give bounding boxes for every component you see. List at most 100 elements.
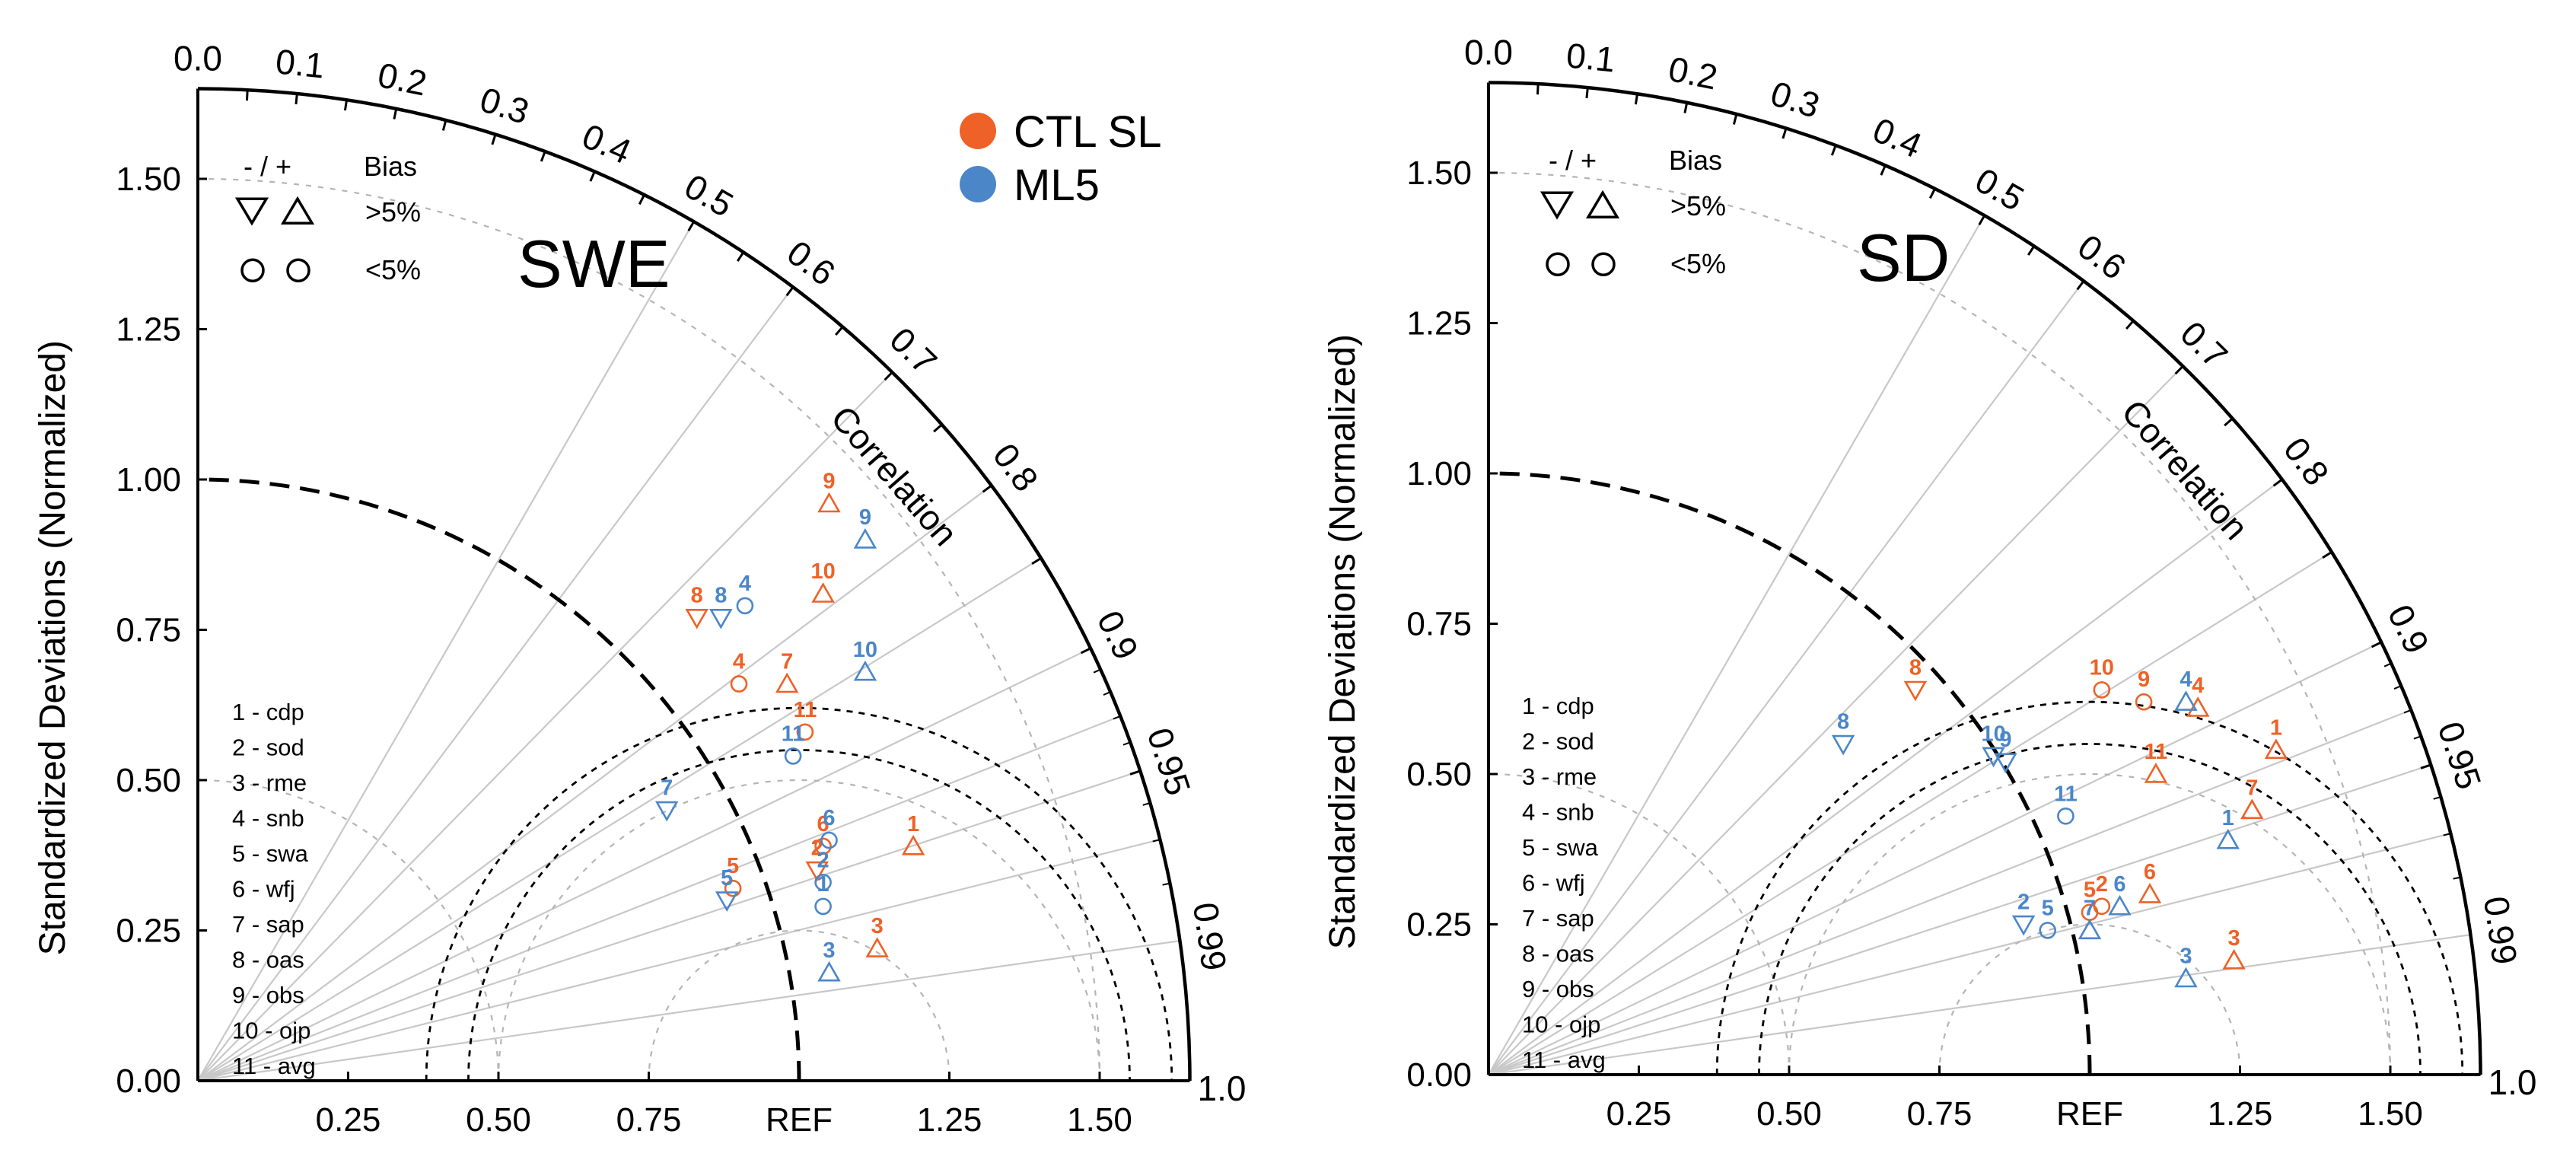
correlation-grid-ray [1488,479,2283,1075]
data-point-label: 9 [1999,728,2011,752]
correlation-tick [1978,215,1986,226]
data-point-triangle-down [2011,915,2036,936]
data-point-circle [2057,808,2074,825]
correlation-grid-ray [197,839,1161,1082]
data-point-label: 3 [871,914,884,938]
data-point-triangle-down [805,861,829,882]
correlation-tick [835,326,844,336]
series-legend-marker [960,166,996,202]
y-tick-label: 0.50 [1406,756,1472,793]
y-tick-label: 1.00 [1406,455,1472,492]
data-point-label: 10 [810,559,835,584]
data-point-label: 7 [781,650,793,674]
correlation-tick [1080,647,1091,655]
correlation-minor-tick [2413,735,2422,740]
data-point-triangle-up [853,660,877,681]
correlation-tick-label: 0.2 [1665,49,1721,97]
correlation-grid-ray [197,286,794,1082]
correlation-tick [1732,113,1738,125]
station-legend-item: 10 - ojp [232,1018,310,1044]
data-point-label: 1 [2222,806,2234,830]
y-tick-label: 1.00 [116,461,181,499]
data-point-triangle-down [1982,747,2005,768]
data-point-label: 3 [823,938,835,963]
correlation-minor-tick [2403,709,2412,714]
x-tick-label: REF [766,1101,833,1139]
y-tick-label: 1.50 [116,161,181,198]
data-point-label: 7 [2084,896,2096,920]
rmsd-grid-arc [648,929,950,1082]
correlation-tick [393,108,398,119]
data-point-label: 10 [2090,655,2114,680]
rmsd-arc [425,706,1173,1082]
x-tick-label: 0.50 [1756,1095,1822,1133]
correlation-tick [785,286,794,297]
correlation-tick [2174,365,2184,375]
taylor-panel-sd: 0.0 0.1 0.20.30.40.50.60.70.80.90.950.991.… [1323,33,2536,1133]
data-point-label: 5 [727,854,739,878]
circle-icon [240,258,265,282]
correlation-tick-label: 0.5 [1969,160,2030,218]
y-tick-label: 1.25 [1406,305,1472,342]
y-tick-label: 0.75 [116,612,181,649]
data-point-label: 6 [2144,860,2156,884]
data-point-label: 2 [2096,872,2108,897]
data-point-circle [724,879,742,897]
station-legend-item: 9 - obs [1522,976,1594,1002]
data-point-triangle-up [2174,690,2198,711]
correlation-tick-label: 0.99 [2476,894,2525,967]
data-point-label: 6 [817,812,829,836]
correlation-tick [343,100,349,111]
correlation-tick-label: 0.99 [1186,900,1234,973]
correlation-tick [441,119,447,131]
correlation-grid-ray [1488,833,2451,1076]
correlation-tick [2322,551,2332,559]
data-point-label: 8 [691,584,703,608]
data-point-label: 10 [1981,722,2005,746]
correlation-grid-ray [1488,280,2084,1075]
circle-icon [286,258,310,282]
correlation-grid-ray [1488,709,2412,1076]
data-point-circle [2135,693,2153,711]
correlation-tick [540,151,546,162]
data-point-triangle-up [2186,696,2210,717]
station-legend-item: 7 - sap [1522,905,1594,932]
data-point-circle [736,597,754,615]
station-legend-item: 1 - cdp [232,699,304,725]
data-point-label: 4 [2180,667,2192,692]
correlation-grid-ray [1488,763,2431,1076]
correlation-minor-tick [1162,882,1170,886]
x-tick-label: 0.75 [616,1101,682,1139]
data-point-label: 3 [2228,926,2240,951]
correlation-grid-ray [1488,215,1985,1075]
station-legend-item: 9 - obs [232,982,304,1008]
data-point-triangle-up [2222,948,2246,970]
correlation-tick-label: 0.0 [174,39,222,78]
data-point-circle [730,675,748,693]
rmsd-arc [1715,700,2464,1075]
correlation-grid-ray [197,647,1091,1082]
data-point-triangle-down [685,609,708,629]
correlation-tick [982,484,992,493]
correlation-tick-label: 1.0 [1198,1069,1247,1108]
data-point-circle [814,897,832,916]
station-legend-item: 2 - sod [232,734,304,761]
panel-title: SWE [517,226,670,301]
series-legend-label: ML5 [1014,161,1100,210]
data-point-triangle-up [2240,798,2264,820]
station-legend-item: 4 - snb [1522,799,1594,826]
correlation-minor-tick [1103,691,1111,696]
data-point-triangle-up [817,492,841,513]
x-tick-label: 0.25 [1606,1095,1672,1133]
station-legend-item: 6 - wfj [232,876,295,903]
correlation-outer-arc [1488,81,2482,1075]
correlation-minor-tick [2383,662,2392,667]
data-point-triangle-down [654,801,679,822]
std-grid-arc [197,779,500,1082]
correlation-grid-ray [197,221,695,1082]
station-legend-item: 6 - wfj [1522,870,1585,897]
y-tick-label: 0.75 [1406,606,1472,643]
